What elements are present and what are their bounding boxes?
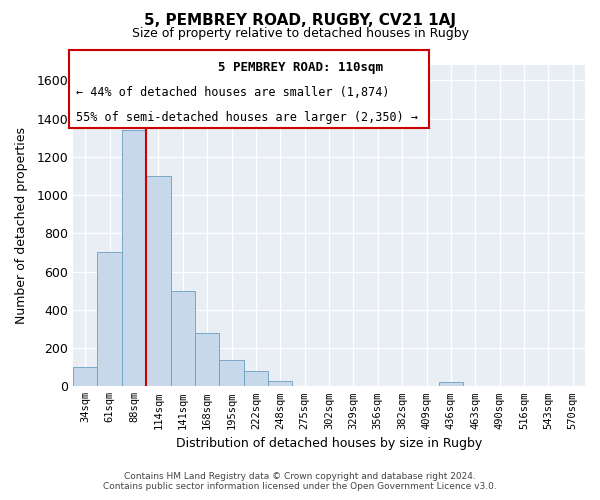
Bar [97, 252, 122, 386]
Text: 55% of semi-detached houses are larger (2,350) →: 55% of semi-detached houses are larger (… [76, 111, 418, 124]
Text: Contains HM Land Registry data © Crown copyright and database right 2024.: Contains HM Land Registry data © Crown c… [124, 472, 476, 481]
Bar [170, 290, 195, 386]
Text: 5 PEMBREY ROAD: 110sqm: 5 PEMBREY ROAD: 110sqm [218, 60, 383, 74]
Y-axis label: Number of detached properties: Number of detached properties [15, 127, 28, 324]
X-axis label: Distribution of detached houses by size in Rugby: Distribution of detached houses by size … [176, 437, 482, 450]
Bar [195, 333, 220, 386]
Text: Size of property relative to detached houses in Rugby: Size of property relative to detached ho… [131, 28, 469, 40]
Bar [122, 130, 146, 386]
Bar [268, 380, 292, 386]
Bar [73, 367, 97, 386]
Bar [146, 176, 170, 386]
Bar [244, 371, 268, 386]
Text: 5, PEMBREY ROAD, RUGBY, CV21 1AJ: 5, PEMBREY ROAD, RUGBY, CV21 1AJ [144, 12, 456, 28]
Bar [439, 382, 463, 386]
Bar [220, 360, 244, 386]
Text: ← 44% of detached houses are smaller (1,874): ← 44% of detached houses are smaller (1,… [76, 86, 390, 99]
Text: Contains public sector information licensed under the Open Government Licence v3: Contains public sector information licen… [103, 482, 497, 491]
